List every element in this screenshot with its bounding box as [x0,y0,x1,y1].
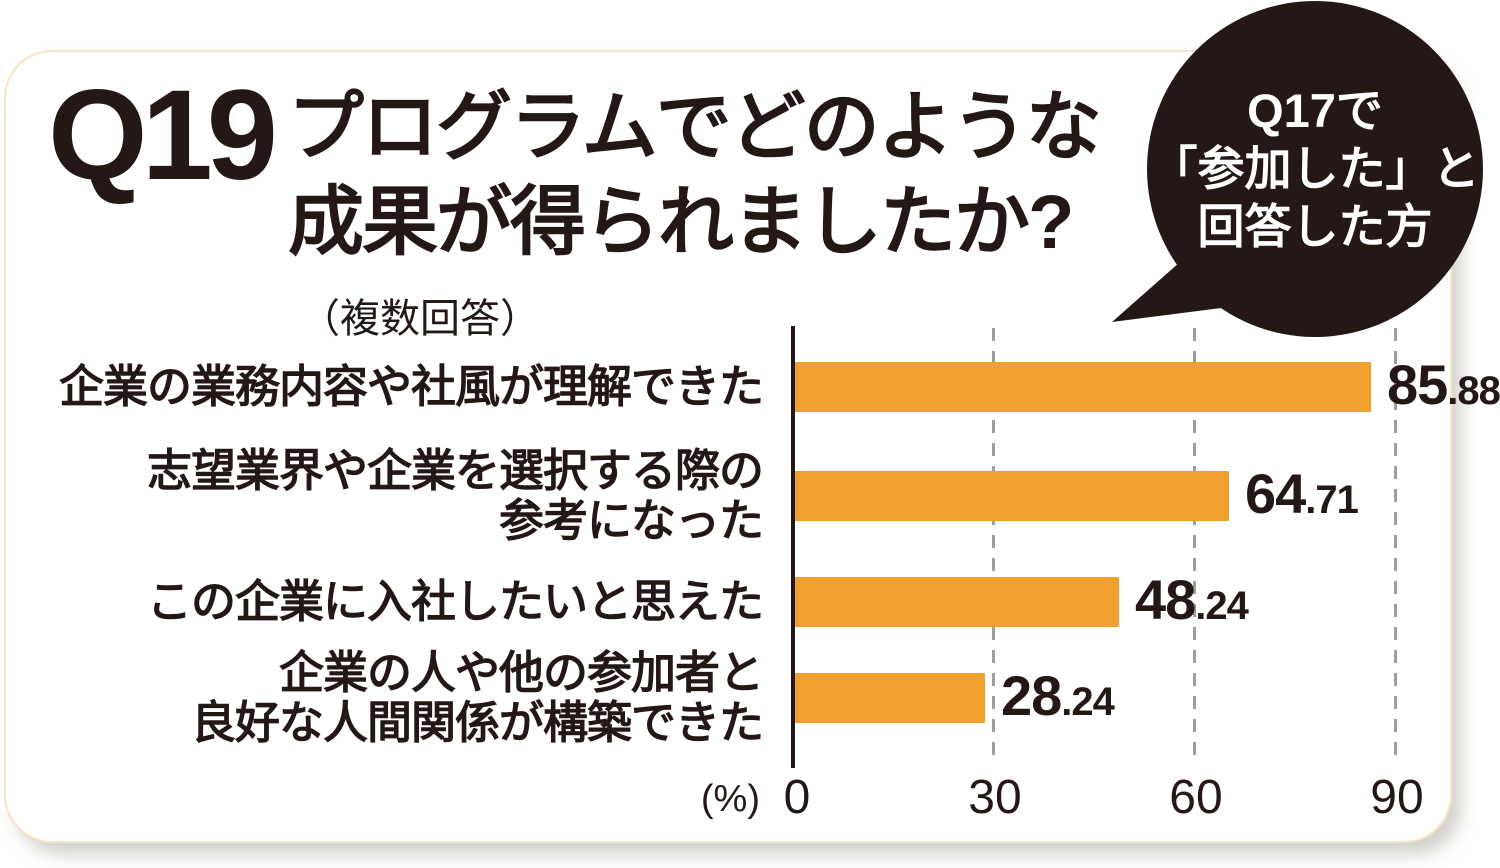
gridline-30 [992,328,995,764]
bubble-line1: Q17で [1247,84,1383,137]
bar [795,471,1229,521]
value-label: 85.88 [1387,352,1500,417]
question-title-line2: 成果が得られましたか? [288,180,1074,265]
question-number: Q19 [48,64,278,207]
gridline-60 [1193,328,1196,764]
speech-bubble: Q17で 「参加した」と 回答した方 [1147,1,1483,337]
value-int: 85 [1387,352,1448,416]
y-axis-line [791,326,795,768]
x-tick-90: 90 [1370,771,1424,824]
value-dec: .88 [1447,368,1500,413]
category-label-line: この企業に入社したいと思えた [146,576,764,627]
value-label: 64.71 [1245,461,1359,526]
category-label: 企業の人や他の参加者と 良好な人間関係が構築できた [20,647,764,748]
bubble-line2: 「参加した」と [1150,142,1480,195]
x-tick-30: 30 [968,771,1022,824]
question-title: プログラムでどのような 成果が得られましたか? [288,80,1102,270]
category-label-line: 良好な人間関係が構築できた [190,697,764,748]
category-label-line: 企業の人や他の参加者と [278,647,764,698]
category-label-line: 企業の業務内容や社風が理解できた [58,361,764,412]
gridline-90 [1394,328,1397,764]
category-label-line: 参考になった [498,495,764,546]
bar-row: 85.88 [795,353,1500,416]
value-int: 28 [1001,663,1062,727]
x-tick-60: 60 [1169,771,1223,824]
category-label-line: 志望業界や企業を選択する際の [146,445,764,496]
value-label: 48.24 [1135,567,1249,632]
bar-row: 64.71 [795,462,1495,525]
bar [795,362,1371,412]
bubble-line3: 回答した方 [1197,200,1433,253]
value-dec: .24 [1195,583,1249,628]
bar [795,673,985,723]
category-label: この企業に入社したいと思えた [20,576,764,627]
value-dec: .24 [1061,679,1115,724]
value-int: 64 [1245,461,1306,525]
category-label: 志望業界や企業を選択する際の 参考になった [20,445,764,546]
bar-row: 48.24 [795,568,1495,631]
category-label: 企業の業務内容や社風が理解できた [20,361,764,412]
x-tick-0: 0 [783,771,811,824]
value-dec: .71 [1305,477,1359,522]
bar-row: 28.24 [795,664,1495,727]
value-label: 28.24 [1001,663,1115,728]
value-int: 48 [1135,567,1196,631]
question-title-line1: プログラムでどのような [288,85,1102,170]
bar [795,577,1119,627]
percent-unit-label: (%) [700,778,760,820]
multiple-answer-note: （複数回答） [300,297,540,341]
